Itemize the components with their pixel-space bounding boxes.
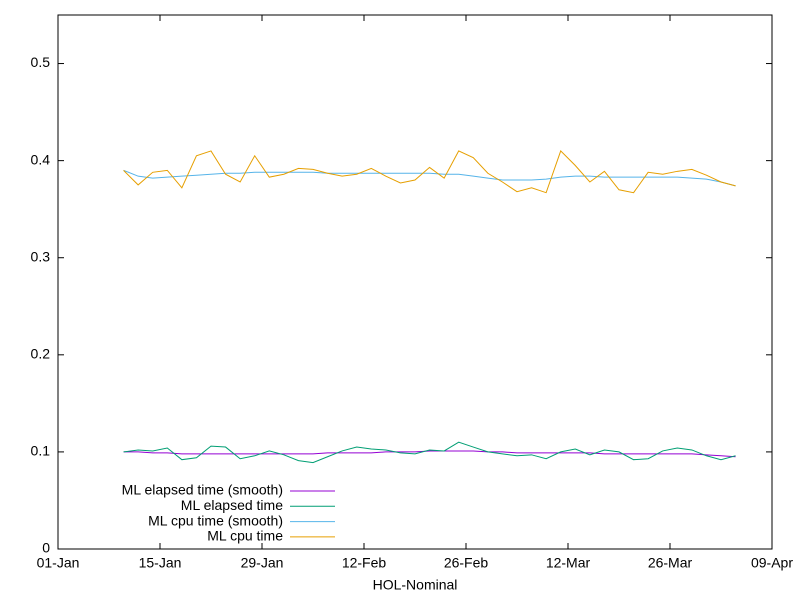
data-line [123,450,736,458]
y-tick-label: 0.3 [31,248,51,264]
y-tick-label: 0.4 [31,151,51,167]
legend-label: ML elapsed time [181,497,283,513]
x-tick-label: 29-Jan [241,555,284,571]
legend-label: ML cpu time (smooth) [148,512,283,528]
x-tick-label: 12-Mar [546,555,591,571]
y-tick-label: 0.5 [31,54,51,70]
x-tick-label: 01-Jan [37,555,80,571]
legend-label: ML cpu time [207,528,283,544]
legend-label: ML elapsed time (smooth) [122,482,283,498]
y-tick-label: 0 [42,540,50,556]
x-tick-label: 26-Feb [444,555,489,571]
data-line [123,169,736,187]
x-tick-label: 09-Apr [751,555,793,571]
y-tick-label: 0.2 [31,346,51,362]
y-tick-label: 0.1 [31,443,51,459]
x-tick-label: 26-Mar [648,555,693,571]
data-line [123,150,736,194]
plot-frame [57,14,773,550]
x-tick-label: 12-Feb [342,555,387,571]
data-line [123,441,736,464]
x-tick-label: 15-Jan [139,555,182,571]
x-axis-label: HOL-Nominal [373,577,458,593]
